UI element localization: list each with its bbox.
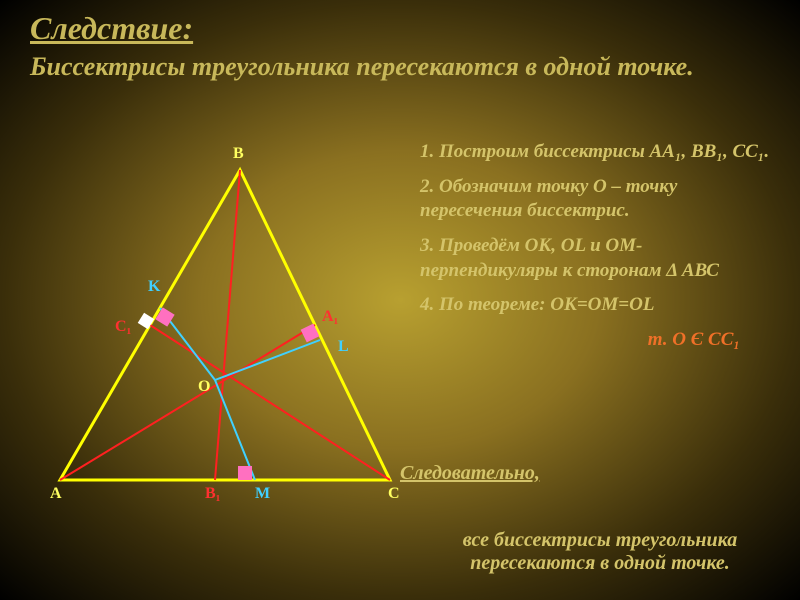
label-k: K [148, 278, 160, 296]
step-2: 2. Обозначим точку О – точку пересечения… [420, 175, 780, 224]
corollary-subtitle: Биссектрисы треугольника пересекаются в … [30, 52, 694, 82]
label-m: M [255, 485, 270, 503]
step-4a: 4. По теореме: ОК=ОМ=ОL [420, 293, 780, 318]
label-b: B [233, 145, 244, 163]
label-a: A [50, 485, 62, 503]
step-3: 3. Проведём ОК, ОL и ОМ-перпендикуляры к… [420, 234, 780, 283]
therefore-heading: Следовательно, [400, 462, 540, 485]
perp-om [215, 380, 255, 480]
label-a1: A₁ [322, 308, 338, 326]
right-angle-m [238, 466, 252, 480]
label-c: C [388, 485, 400, 503]
label-o: O [198, 378, 210, 396]
triangle-diagram: A B C A₁ B₁ C₁ K L M O [20, 140, 420, 520]
corollary-title: Следствие: [30, 10, 193, 47]
label-l: L [338, 338, 349, 356]
perp-ol [215, 340, 320, 380]
label-b1: B₁ [205, 485, 220, 503]
proof-steps: 1. Построим биссектрисы АА₁, ВВ₁, СС₁. 2… [420, 140, 780, 363]
step-1: 1. Построим биссектрисы АА₁, ВВ₁, СС₁. [420, 140, 780, 165]
triangle-abc [60, 170, 390, 480]
step-4b: т. О Є СС₁ [420, 328, 780, 353]
conclusion-text: все биссектрисы треугольника пересекаютс… [420, 529, 780, 575]
label-c1: C₁ [115, 318, 131, 336]
